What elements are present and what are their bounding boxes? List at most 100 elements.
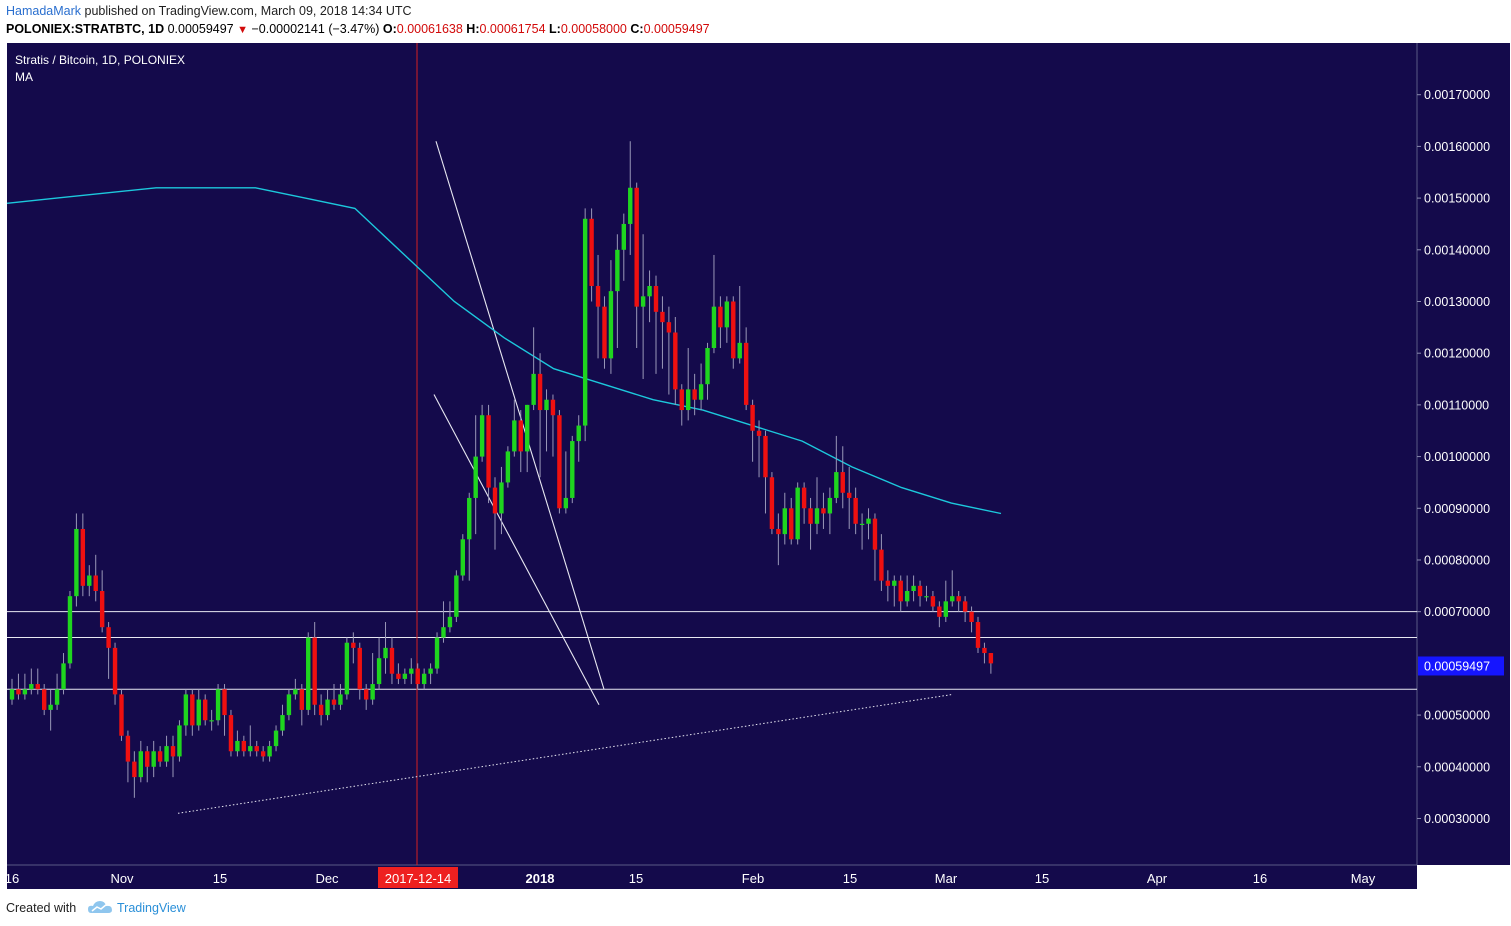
symbol-label: POLONIEX:STRATBTC, 1D: [6, 22, 165, 36]
candle: [666, 306, 672, 395]
candle: [737, 285, 742, 364]
candle: [525, 404, 530, 473]
candle: [859, 513, 865, 550]
date-marker-label: 2017-12-14: [385, 871, 452, 886]
last-price-tag: 0.00059497: [1418, 656, 1504, 676]
open-value: 0.00061638: [396, 22, 463, 36]
candle-body-up: [859, 523, 865, 525]
candle-body-down: [415, 668, 420, 685]
candle-body-up: [814, 508, 820, 524]
candle: [93, 554, 98, 602]
candle-body-up: [29, 684, 34, 690]
time-axis[interactable]: [7, 865, 1417, 889]
time-tick-label: 16: [1253, 871, 1267, 886]
candle-body-up: [441, 627, 446, 638]
candle-body-up: [544, 399, 549, 411]
candle: [917, 580, 923, 607]
candle: [892, 575, 897, 607]
candle: [518, 410, 523, 473]
candle-body-up: [795, 487, 800, 540]
candle-body-up: [737, 342, 742, 359]
candle-body-up: [866, 518, 871, 524]
candle-body-down: [222, 689, 227, 716]
candle: [157, 746, 163, 767]
candle-body-down: [318, 704, 324, 716]
candle-body-down: [666, 322, 672, 333]
candle: [982, 642, 987, 664]
candle-body-down: [492, 487, 498, 514]
price-tick-label: 0.00160000: [1424, 140, 1490, 154]
candle: [241, 735, 247, 757]
plot-area[interactable]: [7, 43, 1417, 865]
candle: [447, 601, 453, 633]
candle-body-down: [389, 647, 395, 674]
time-tick-label: 15: [629, 871, 643, 886]
candle: [750, 399, 755, 462]
price-tick-label: 0.00170000: [1424, 88, 1490, 102]
candle: [653, 275, 659, 374]
candle-body-up: [615, 249, 620, 292]
tradingview-cloud-icon: [88, 901, 112, 913]
candle: [705, 342, 710, 400]
candle-body-up: [621, 223, 626, 250]
price-tick-label: 0.00070000: [1424, 605, 1490, 619]
candle: [621, 213, 626, 281]
candle: [87, 565, 92, 597]
candle-body-down: [396, 673, 401, 679]
candle: [267, 740, 272, 762]
price-chart[interactable]: 0.00170000 0.00160000 0.00150000 0.00140000…: [0, 42, 1511, 890]
time-tick-label: Mar: [935, 871, 958, 886]
price-tick-label: 0.00110000: [1424, 398, 1489, 412]
candle: [248, 725, 253, 757]
candle: [479, 404, 485, 462]
candle: [145, 746, 150, 783]
candle: [421, 668, 427, 690]
down-arrow-icon: ▼: [237, 24, 249, 36]
candle-body-down: [80, 528, 86, 586]
candle-body-down: [299, 689, 304, 710]
candle: [54, 673, 60, 710]
candle-body-down: [750, 404, 755, 431]
candle-body-up: [67, 596, 73, 664]
long-support-line: [177, 693, 954, 814]
candle-body-down: [357, 647, 362, 690]
publish-info: HamadaMark published on TradingView.com,…: [6, 4, 412, 18]
candle: [834, 435, 839, 504]
candle: [254, 740, 259, 757]
candle-body-down: [937, 606, 942, 617]
candle: [209, 709, 214, 731]
candle-body-down: [743, 342, 749, 405]
date-marker-tag: [378, 867, 458, 888]
candle-body-up: [834, 472, 839, 498]
candle: [383, 622, 388, 674]
candle: [930, 591, 936, 612]
candle: [988, 653, 994, 674]
trendlines: [177, 141, 954, 814]
candle-body-down: [634, 187, 639, 307]
candle: [415, 663, 420, 690]
time-ticks: 16 Nov 15 Dec 2017-12-14 2018 15 Feb 15 Mar 15 Apr 1…: [5, 867, 1376, 888]
candle: [782, 492, 787, 545]
candle: [370, 653, 375, 705]
price-axis[interactable]: [1417, 43, 1510, 865]
candle: [441, 601, 446, 643]
candle: [228, 709, 234, 757]
candle-body-up: [235, 740, 240, 752]
candle: [962, 596, 968, 623]
price-tick-label: 0.00130000: [1424, 295, 1490, 309]
candle: [164, 735, 169, 767]
candle-body-up: [473, 456, 478, 498]
candle: [718, 296, 723, 349]
author-link[interactable]: HamadaMark: [6, 4, 82, 18]
candle: [151, 740, 156, 778]
candle: [486, 404, 491, 504]
candle: [640, 234, 646, 380]
candle-body-up: [48, 704, 53, 710]
candle: [821, 492, 826, 529]
candle: [454, 570, 459, 623]
candle-body-down: [679, 389, 684, 411]
indicator-legend[interactable]: MA: [15, 70, 33, 84]
tradingview-brand[interactable]: TradingView: [117, 901, 186, 915]
high-label: H:: [466, 22, 480, 36]
candle-body-down: [885, 580, 891, 586]
